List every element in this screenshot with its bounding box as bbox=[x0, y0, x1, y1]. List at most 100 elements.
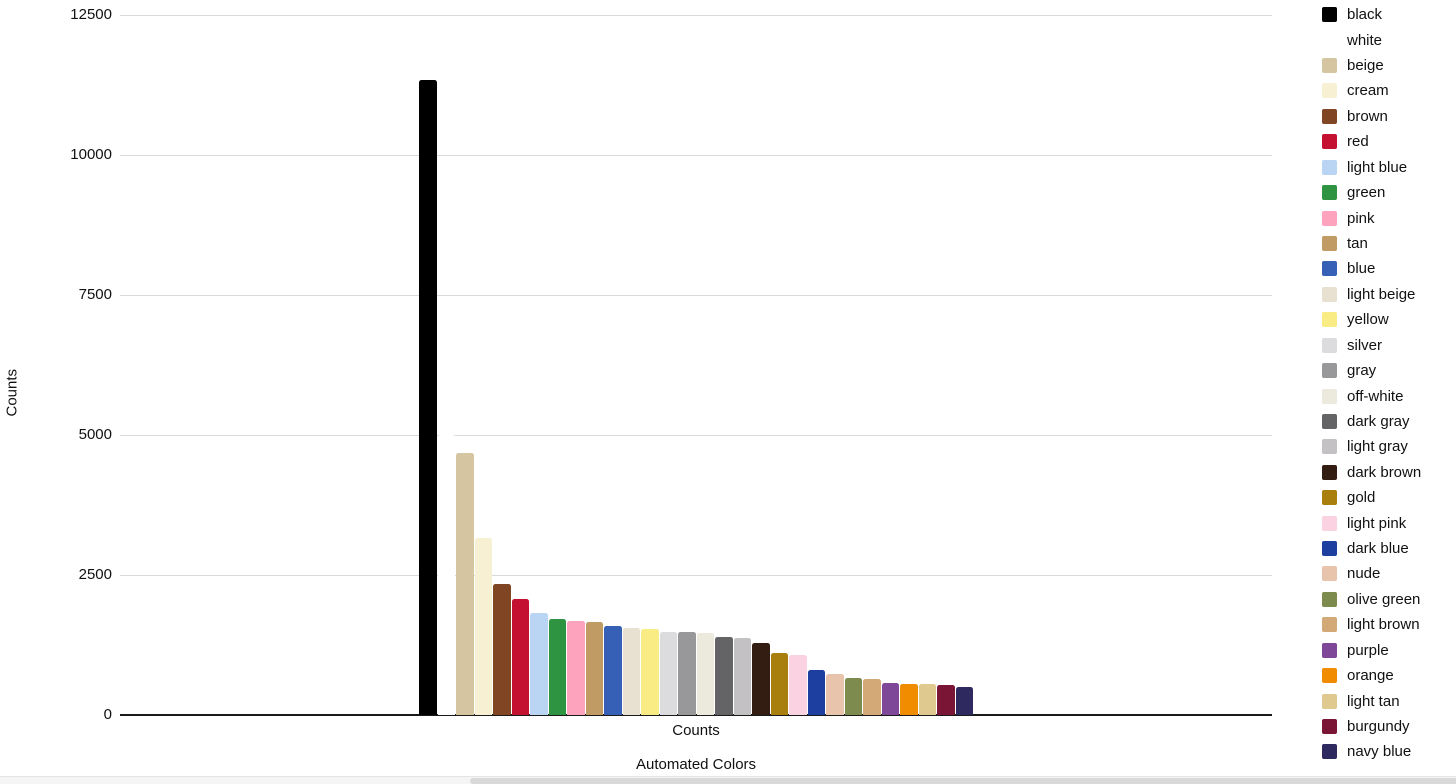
legend-label: blue bbox=[1347, 260, 1376, 278]
legend-label: light tan bbox=[1347, 692, 1400, 710]
legend-swatch-icon bbox=[1322, 312, 1337, 328]
legend-item-light-gray[interactable]: light gray bbox=[1318, 434, 1456, 459]
legend-item-light-tan[interactable]: light tan bbox=[1318, 688, 1456, 713]
legend-label: navy blue bbox=[1347, 743, 1412, 761]
legend-label: beige bbox=[1347, 57, 1384, 75]
legend-label: white bbox=[1347, 31, 1383, 49]
y-tick-label: 2500 bbox=[78, 566, 112, 583]
bar-yellow[interactable] bbox=[641, 629, 659, 715]
horizontal-scrollbar-thumb[interactable] bbox=[470, 778, 1456, 784]
legend-item-dark-blue[interactable]: dark blue bbox=[1318, 536, 1456, 561]
bar-silver[interactable] bbox=[659, 631, 677, 715]
bar-light-pink[interactable] bbox=[789, 655, 807, 715]
gridline bbox=[120, 14, 1272, 16]
legend-label: dark gray bbox=[1347, 412, 1410, 430]
legend-label: brown bbox=[1347, 107, 1388, 125]
bar-purple[interactable] bbox=[881, 682, 899, 715]
legend-item-beige[interactable]: beige bbox=[1318, 53, 1456, 78]
legend-item-brown[interactable]: brown bbox=[1318, 104, 1456, 129]
bar-brown[interactable] bbox=[493, 583, 511, 715]
bar-off-white[interactable] bbox=[696, 633, 714, 715]
bar-tan[interactable] bbox=[585, 621, 603, 715]
bar-dark-brown[interactable] bbox=[752, 643, 770, 715]
bar-light-blue[interactable] bbox=[530, 613, 548, 715]
bar-light-gray[interactable] bbox=[733, 637, 751, 715]
legend-swatch-icon bbox=[1322, 439, 1337, 455]
legend-swatch-icon bbox=[1322, 719, 1337, 735]
legend: black white beige cream brown red light blue gr… bbox=[1318, 2, 1456, 765]
legend-item-purple[interactable]: purple bbox=[1318, 638, 1456, 663]
legend-item-tan[interactable]: tan bbox=[1318, 231, 1456, 256]
bar-burgundy[interactable] bbox=[937, 684, 955, 715]
y-tick-label: 7500 bbox=[78, 286, 112, 303]
legend-item-olive-green[interactable]: olive green bbox=[1318, 587, 1456, 612]
legend-swatch-icon bbox=[1322, 490, 1337, 506]
bar-pink[interactable] bbox=[567, 620, 585, 715]
legend-item-blue[interactable]: blue bbox=[1318, 256, 1456, 281]
legend-item-black[interactable]: black bbox=[1318, 2, 1456, 27]
legend-label: green bbox=[1347, 184, 1386, 202]
legend-label: purple bbox=[1347, 641, 1389, 659]
legend-label: burgundy bbox=[1347, 718, 1410, 736]
bar-blue[interactable] bbox=[604, 626, 622, 715]
legend-label: light beige bbox=[1347, 285, 1416, 303]
bar-dark-blue[interactable] bbox=[807, 669, 825, 715]
legend-item-white[interactable]: white bbox=[1318, 27, 1456, 52]
legend-swatch-icon bbox=[1322, 32, 1337, 48]
bar-navy-blue[interactable] bbox=[955, 686, 973, 715]
bar-light-brown[interactable] bbox=[863, 678, 881, 715]
bar-olive-green[interactable] bbox=[844, 677, 862, 715]
legend-swatch-icon bbox=[1322, 286, 1337, 302]
legend-swatch-icon bbox=[1322, 617, 1337, 633]
bar-gold[interactable] bbox=[770, 652, 788, 715]
legend-item-silver[interactable]: silver bbox=[1318, 332, 1456, 357]
bar-red[interactable] bbox=[511, 599, 529, 715]
legend-item-burgundy[interactable]: burgundy bbox=[1318, 714, 1456, 739]
legend-item-dark-gray[interactable]: dark gray bbox=[1318, 409, 1456, 434]
bar-black[interactable] bbox=[419, 79, 437, 715]
legend-item-orange[interactable]: orange bbox=[1318, 663, 1456, 688]
gridline bbox=[120, 574, 1272, 576]
legend-label: yellow bbox=[1347, 311, 1389, 329]
legend-item-cream[interactable]: cream bbox=[1318, 78, 1456, 103]
bar-dark-gray[interactable] bbox=[715, 636, 733, 715]
legend-label: light pink bbox=[1347, 514, 1407, 532]
legend-item-light-blue[interactable]: light blue bbox=[1318, 155, 1456, 180]
legend-item-off-white[interactable]: off-white bbox=[1318, 383, 1456, 408]
legend-swatch-icon bbox=[1322, 261, 1337, 277]
legend-item-pink[interactable]: pink bbox=[1318, 205, 1456, 230]
legend-swatch-icon bbox=[1322, 83, 1337, 99]
legend-item-light-brown[interactable]: light brown bbox=[1318, 612, 1456, 637]
bar-gray[interactable] bbox=[678, 632, 696, 715]
legend-item-light-beige[interactable]: light beige bbox=[1318, 282, 1456, 307]
legend-swatch-icon bbox=[1322, 337, 1337, 353]
bar-light-beige[interactable] bbox=[622, 628, 640, 715]
bar-nude[interactable] bbox=[826, 674, 844, 715]
x-tick-label: Counts bbox=[672, 722, 720, 739]
legend-item-dark-brown[interactable]: dark brown bbox=[1318, 460, 1456, 485]
legend-item-navy-blue[interactable]: navy blue bbox=[1318, 739, 1456, 764]
legend-item-nude[interactable]: nude bbox=[1318, 561, 1456, 586]
legend-item-gold[interactable]: gold bbox=[1318, 485, 1456, 510]
x-axis-title: Automated Colors bbox=[635, 756, 757, 773]
bar-light-tan[interactable] bbox=[918, 684, 936, 715]
legend-swatch-icon bbox=[1322, 159, 1337, 175]
bar-cream[interactable] bbox=[474, 538, 492, 715]
legend-item-green[interactable]: green bbox=[1318, 180, 1456, 205]
legend-label: orange bbox=[1347, 667, 1394, 685]
legend-item-light-pink[interactable]: light pink bbox=[1318, 510, 1456, 535]
y-axis-title: Counts bbox=[3, 368, 21, 417]
bar-green[interactable] bbox=[548, 618, 566, 715]
legend-swatch-icon bbox=[1322, 363, 1337, 379]
legend-label: red bbox=[1347, 133, 1369, 151]
bar-white[interactable] bbox=[437, 435, 455, 715]
horizontal-scrollbar-track[interactable] bbox=[0, 776, 1456, 784]
legend-item-yellow[interactable]: yellow bbox=[1318, 307, 1456, 332]
legend-item-gray[interactable]: gray bbox=[1318, 358, 1456, 383]
legend-swatch-icon bbox=[1322, 185, 1337, 201]
bar-orange[interactable] bbox=[900, 684, 918, 715]
bar-beige[interactable] bbox=[456, 452, 474, 715]
legend-item-red[interactable]: red bbox=[1318, 129, 1456, 154]
legend-label: gold bbox=[1347, 489, 1376, 507]
